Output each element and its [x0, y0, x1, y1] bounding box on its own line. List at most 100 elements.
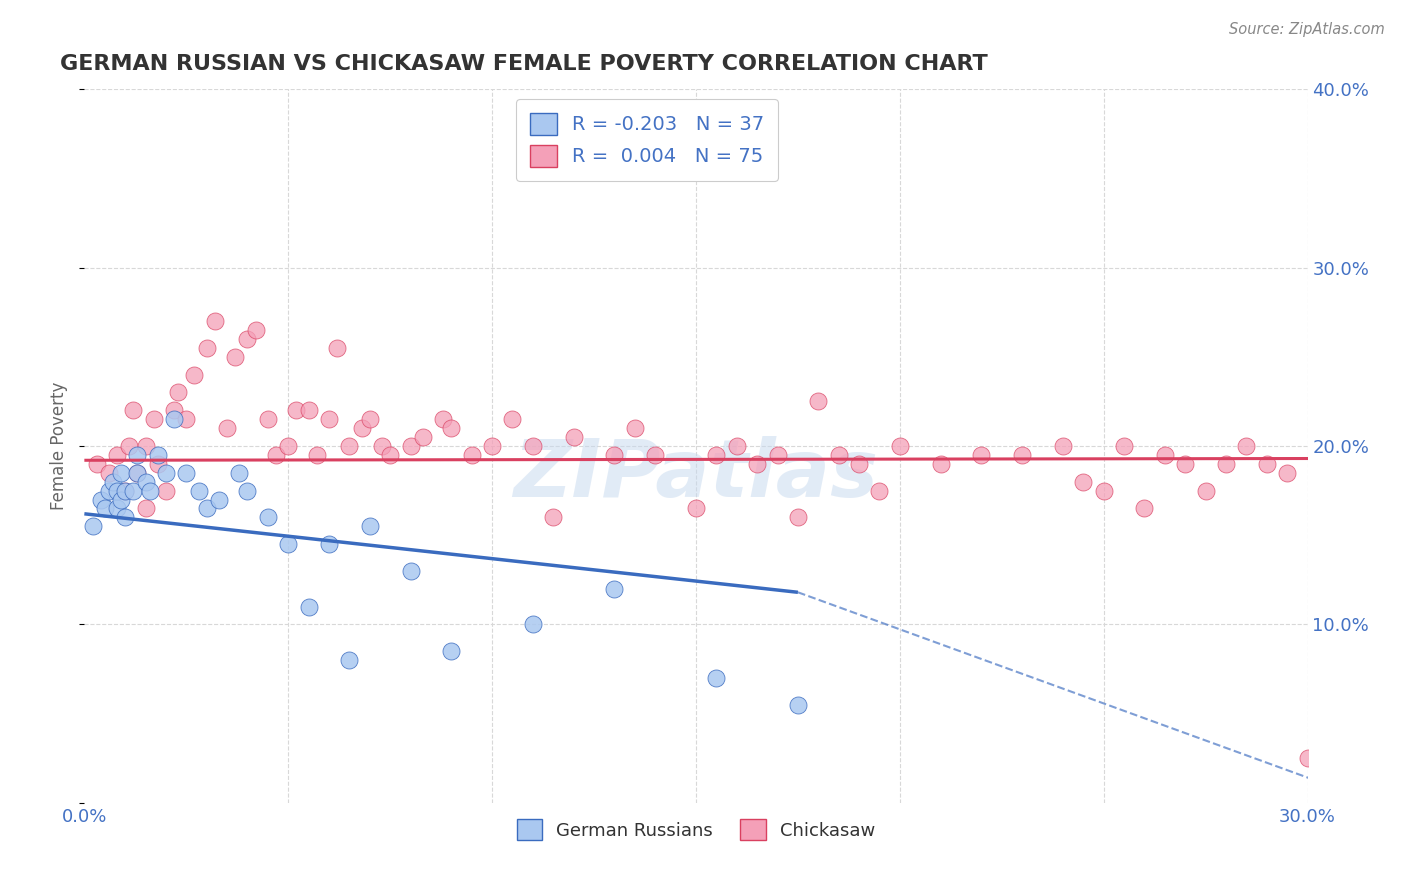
Point: [848, 457, 870, 471]
Point: [127, 466, 149, 480]
Point: [481, 439, 503, 453]
Point: [127, 448, 149, 462]
Point: [787, 510, 810, 524]
Point: [380, 448, 402, 462]
Point: [236, 332, 259, 346]
Point: [127, 466, 149, 480]
Point: [105, 448, 128, 462]
Point: [257, 510, 280, 524]
Point: [603, 448, 626, 462]
Point: [298, 403, 321, 417]
Point: [461, 448, 484, 462]
Point: [889, 439, 911, 453]
Point: [135, 439, 157, 453]
Point: [105, 501, 128, 516]
Point: [828, 448, 851, 462]
Y-axis label: Female Poverty: Female Poverty: [51, 382, 69, 510]
Point: [277, 537, 299, 551]
Point: [285, 403, 308, 417]
Point: [174, 466, 197, 480]
Point: [105, 483, 128, 498]
Point: [298, 599, 321, 614]
Point: [135, 501, 157, 516]
Point: [399, 564, 422, 578]
Point: [90, 492, 112, 507]
Point: [432, 412, 454, 426]
Point: [93, 501, 115, 516]
Point: [970, 448, 993, 462]
Text: GERMAN RUSSIAN VS CHICKASAW FEMALE POVERTY CORRELATION CHART: GERMAN RUSSIAN VS CHICKASAW FEMALE POVER…: [60, 54, 987, 74]
Point: [224, 350, 246, 364]
Point: [97, 483, 120, 498]
Point: [122, 403, 145, 417]
Point: [359, 519, 381, 533]
Point: [318, 412, 340, 426]
Text: ZIPatlas: ZIPatlas: [513, 435, 879, 514]
Point: [522, 439, 544, 453]
Point: [174, 412, 197, 426]
Point: [1195, 483, 1218, 498]
Point: [257, 412, 280, 426]
Point: [371, 439, 394, 453]
Point: [440, 644, 463, 658]
Point: [1073, 475, 1095, 489]
Text: Source: ZipAtlas.com: Source: ZipAtlas.com: [1229, 22, 1385, 37]
Point: [1236, 439, 1258, 453]
Point: [101, 475, 124, 489]
Point: [277, 439, 299, 453]
Point: [1011, 448, 1033, 462]
Point: [122, 483, 145, 498]
Point: [318, 537, 340, 551]
Point: [167, 385, 190, 400]
Point: [562, 430, 585, 444]
Point: [412, 430, 434, 444]
Point: [236, 483, 259, 498]
Point: [228, 466, 250, 480]
Point: [543, 510, 565, 524]
Point: [787, 698, 810, 712]
Point: [114, 510, 136, 524]
Point: [245, 323, 267, 337]
Point: [603, 582, 626, 596]
Point: [1256, 457, 1278, 471]
Point: [305, 448, 328, 462]
Point: [706, 671, 728, 685]
Point: [155, 483, 177, 498]
Point: [264, 448, 287, 462]
Point: [146, 448, 169, 462]
Point: [869, 483, 891, 498]
Point: [187, 483, 209, 498]
Point: [110, 466, 132, 480]
Point: [339, 653, 361, 667]
Point: [183, 368, 205, 382]
Point: [1114, 439, 1136, 453]
Point: [155, 466, 177, 480]
Point: [163, 403, 186, 417]
Point: [929, 457, 952, 471]
Point: [1174, 457, 1197, 471]
Point: [359, 412, 381, 426]
Point: [440, 421, 463, 435]
Point: [1215, 457, 1237, 471]
Point: [163, 412, 186, 426]
Point: [1296, 751, 1319, 765]
Point: [114, 483, 136, 498]
Point: [110, 492, 132, 507]
Point: [1154, 448, 1177, 462]
Point: [807, 394, 830, 409]
Point: [195, 341, 218, 355]
Point: [326, 341, 349, 355]
Point: [1052, 439, 1074, 453]
Point: [624, 421, 647, 435]
Point: [685, 501, 707, 516]
Point: [217, 421, 239, 435]
Point: [399, 439, 422, 453]
Point: [135, 475, 157, 489]
Point: [644, 448, 666, 462]
Point: [114, 483, 136, 498]
Point: [766, 448, 789, 462]
Point: [339, 439, 361, 453]
Point: [747, 457, 769, 471]
Point: [82, 519, 104, 533]
Point: [1133, 501, 1156, 516]
